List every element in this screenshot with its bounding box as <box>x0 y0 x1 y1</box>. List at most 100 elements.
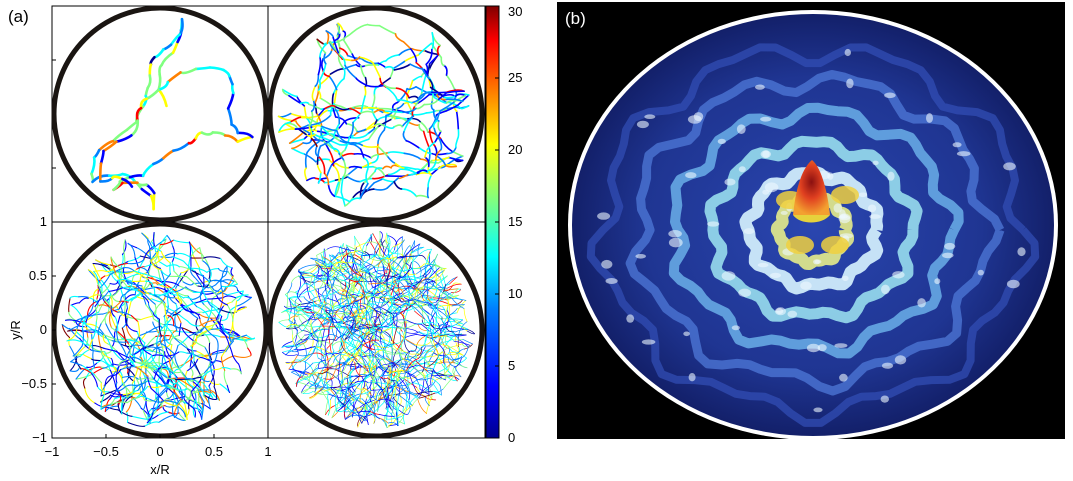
trajectory-segment <box>124 294 136 300</box>
trajectory-segment <box>69 295 80 299</box>
trajectory-segment <box>383 374 393 387</box>
trajectory-segment <box>360 162 372 169</box>
surface-highlight <box>683 331 690 337</box>
trajectory-segment <box>411 276 425 281</box>
trajectory-segment <box>94 293 103 308</box>
trajectory-segment <box>344 136 351 151</box>
surface-highlight <box>833 203 842 213</box>
trajectory-segment <box>386 155 396 164</box>
trajectory-segment <box>461 346 469 359</box>
trajectory-segment <box>121 239 127 256</box>
trajectory-segment <box>384 65 396 71</box>
trajectory-segment <box>455 328 469 333</box>
trajectory-segment <box>100 384 106 397</box>
trajectory-segment <box>160 364 163 376</box>
trajectory-segment <box>383 394 393 411</box>
trajectory-segment <box>435 369 449 381</box>
trajectory-segment <box>207 389 221 401</box>
trajectory-segment <box>351 391 356 402</box>
trajectory-segment <box>131 367 139 385</box>
trajectory-segment <box>456 127 460 140</box>
trajectory-segment <box>347 339 355 355</box>
trajectory-segment <box>322 361 335 367</box>
surface-highlight <box>956 151 971 157</box>
trajectory-segment <box>346 255 360 261</box>
trajectory-segment <box>355 374 370 377</box>
trajectory-segment <box>457 336 460 348</box>
trajectory-segment <box>384 86 399 101</box>
trajectory-segment <box>312 391 329 395</box>
trajectory-segment <box>411 47 427 52</box>
trajectory-segment <box>204 394 218 401</box>
trajectory-segment <box>346 285 350 299</box>
trajectory-segment <box>358 56 374 64</box>
trajectory-segment <box>99 149 105 165</box>
trajectory-segment <box>120 269 123 287</box>
trajectory-segment <box>374 310 378 328</box>
panel-b: (b) <box>557 2 1065 440</box>
trajectory-segment <box>385 108 394 117</box>
trajectory-segment <box>359 388 368 397</box>
trajectory-segment <box>386 306 396 319</box>
trajectory-segment <box>143 397 157 402</box>
trajectory-segment <box>359 148 365 160</box>
trajectory-segment <box>173 324 183 329</box>
trajectory-segment <box>289 116 302 123</box>
trajectory-segment <box>396 364 404 382</box>
trajectory-segment <box>399 380 408 397</box>
trajectory-segment <box>214 350 219 363</box>
trajectory-segment <box>100 404 112 410</box>
trajectory-segment <box>360 308 368 324</box>
trajectory-segment <box>208 341 213 361</box>
trajectory-segment <box>418 248 432 256</box>
surface-lobe <box>786 236 814 254</box>
trajectory-segment <box>426 276 430 296</box>
trajectory-segment <box>441 294 460 301</box>
trajectory-segment <box>368 327 380 335</box>
trajectory-segment <box>408 355 417 362</box>
trajectory-segment <box>305 288 316 293</box>
trajectory-segment <box>95 298 99 310</box>
trajectory-segment <box>366 310 370 320</box>
trajectory-segment <box>432 338 440 355</box>
trajectory-segment <box>122 296 126 314</box>
trajectory-segment <box>287 282 293 294</box>
trajectory-segment <box>437 304 446 314</box>
trajectory-segment <box>309 368 319 378</box>
trajectory-segment <box>324 289 331 302</box>
trajectory-segment <box>416 391 434 395</box>
trajectory-segment <box>415 267 426 275</box>
trajectory-segment <box>92 263 111 270</box>
trajectory-segment <box>383 416 388 428</box>
trajectory-segment <box>115 327 119 342</box>
trajectory-segment <box>291 142 304 150</box>
central-peak <box>793 160 830 215</box>
trajectory-segment <box>431 152 448 156</box>
trajectory-segment <box>404 262 412 276</box>
trajectory-segment <box>337 22 345 32</box>
trajectory-segment <box>377 145 388 157</box>
trajectory-segment <box>331 261 345 271</box>
trajectory-segment <box>315 137 325 143</box>
trajectory-segment <box>104 398 111 413</box>
trajectory-segment <box>317 79 321 91</box>
trajectory-segment <box>350 402 361 416</box>
trajectory-segment <box>204 346 211 362</box>
trajectory-segment <box>304 347 307 358</box>
trajectory-segment <box>361 324 370 331</box>
trajectory-segment <box>141 162 155 178</box>
surface-highlight <box>626 314 635 323</box>
trajectory-segment <box>383 394 389 403</box>
trajectory-segment <box>396 87 408 104</box>
trajectory-segment <box>412 263 425 269</box>
trajectory-segment <box>321 339 337 342</box>
trajectory-segment <box>395 87 410 99</box>
trajectory-segment <box>440 56 445 67</box>
trajectory-segment <box>453 373 458 382</box>
trajectory-segment <box>451 297 465 309</box>
trajectory-segment <box>121 327 127 346</box>
trajectory-segment <box>110 401 129 406</box>
trajectory-segment <box>448 357 456 367</box>
trajectory-segment <box>211 373 216 388</box>
